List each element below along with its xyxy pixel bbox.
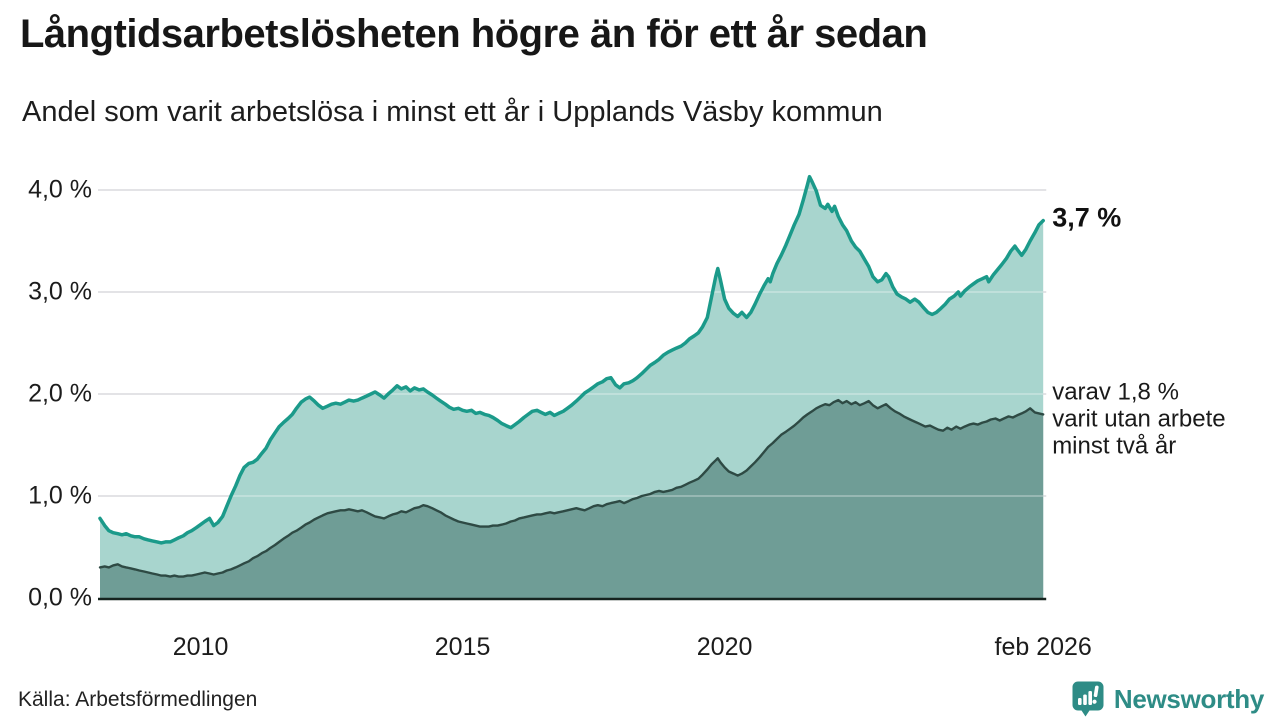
- x-tick-label: 2015: [434, 633, 491, 661]
- y-tick-label: 2,0 %: [28, 379, 92, 408]
- x-tick-label: feb 2026: [994, 633, 1092, 661]
- y-tick-label: 1,0 %: [28, 481, 92, 510]
- y-tick-label: 3,0 %: [28, 277, 92, 306]
- y-tick-label: 0,0 %: [28, 583, 92, 612]
- x-tick-label: 2020: [696, 633, 753, 661]
- end-label-line: varav 1,8 %: [1052, 378, 1179, 406]
- x-tick-label: 2010: [172, 633, 229, 661]
- end-label-two-years-share: varav 1,8 % varit utan arbete minst två år: [1052, 379, 1225, 460]
- series-line-two-years: [98, 398, 1045, 578]
- end-label-total-share: 3,7 %: [1052, 202, 1122, 233]
- y-tick-label: 4,0 %: [28, 175, 92, 204]
- end-label-line: minst två år: [1052, 432, 1177, 460]
- series-line-one-year: [98, 174, 1045, 545]
- page-subtitle: Andel som varit arbetslösa i minst ett å…: [22, 96, 883, 128]
- end-label-line: varit utan arbete: [1052, 405, 1226, 433]
- newsworthy-wordmark: Newsworthy: [1113, 683, 1264, 714]
- page-title: Långtidsarbetslösheten högre än för ett …: [20, 12, 928, 56]
- source-note: Källa: Arbetsförmedlingen: [18, 688, 258, 711]
- area-fill-two-years: [100, 400, 1044, 598]
- newsworthy-icon: [1072, 681, 1104, 717]
- newsworthy-logo: Newsworthy: [1071, 680, 1264, 718]
